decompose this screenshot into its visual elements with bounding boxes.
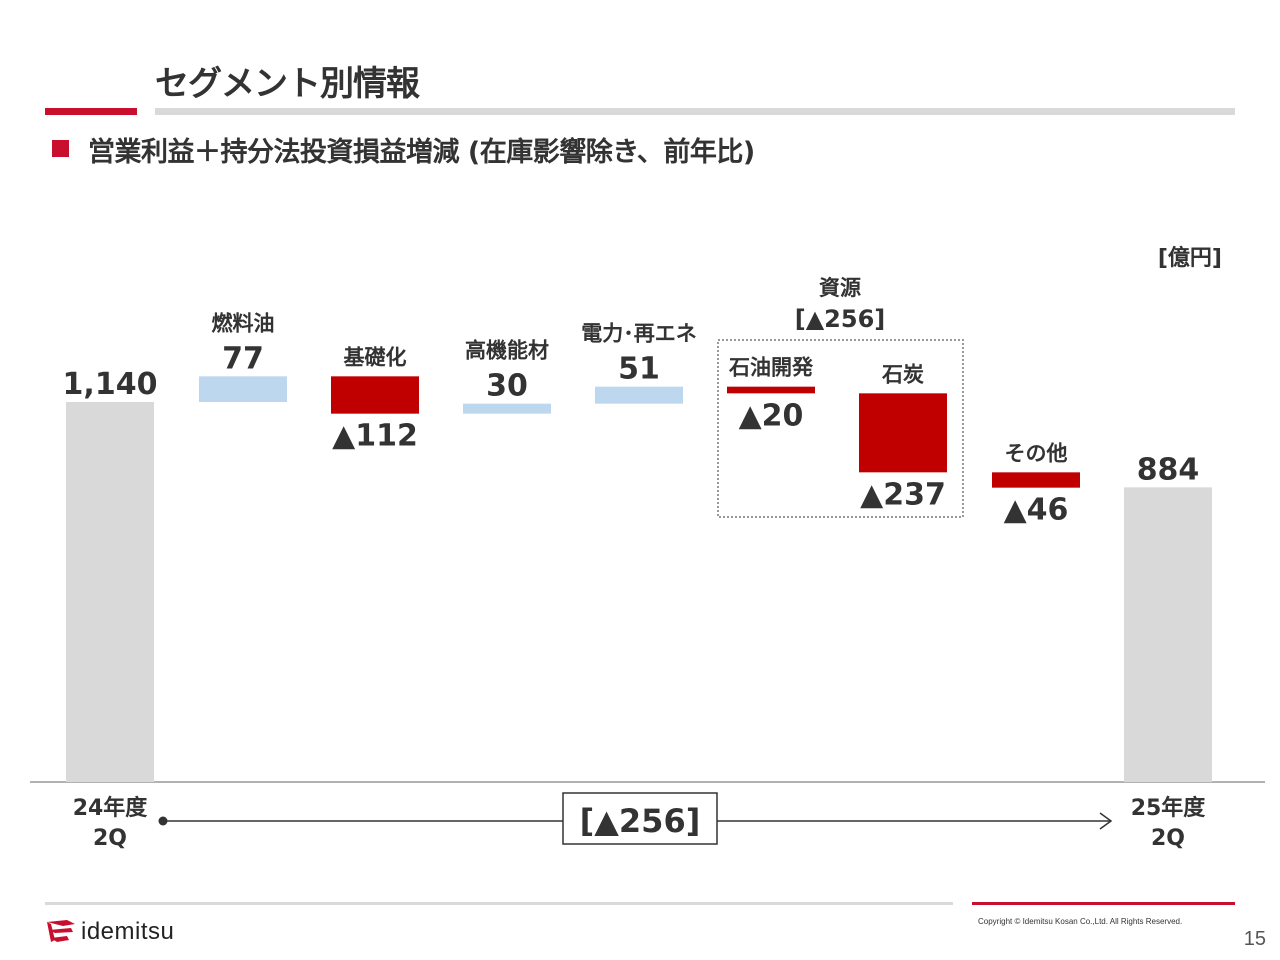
segment-name-label: 電力･再エネ [581,322,697,346]
delta-value-label: ▲20 [739,398,804,433]
copyright-text: Copyright © Idemitsu Kosan Co.,Ltd. All … [978,917,1183,926]
total-change-label: [▲256] [580,802,701,840]
total-category-label: 2Q [93,826,127,851]
decrease-bar [992,472,1080,488]
total-bar [66,402,154,782]
page-number: 15 [1243,928,1266,950]
total-bar [1124,487,1212,782]
group-value-label: [▲256] [795,305,886,333]
decrease-bar [727,386,815,394]
segment-name-label: 高機能材 [465,339,549,363]
increase-bar [199,376,287,402]
group-box [717,339,964,518]
total-category-label: 2Q [1151,826,1185,851]
footer-accent-line [972,902,1235,905]
total-value-label: 884 [1137,452,1200,487]
delta-value-label: ▲112 [332,419,418,454]
page-title: セグメント別情報 [155,64,420,104]
delta-value-label: ▲46 [1004,493,1069,528]
flame-logo-icon [47,920,75,942]
segment-name-label: 石油開発 [728,356,814,380]
delta-value-label: 51 [618,352,660,387]
increase-bar [595,386,683,404]
segment-name-label: 石炭 [881,362,924,386]
subtitle-bullet-icon [52,140,69,157]
group-name-label: 資源 [819,276,861,300]
increase-bar [463,403,551,414]
unit-label: [億円] [1157,246,1222,271]
footer-divider [45,902,953,905]
segment-name-label: 基礎化 [344,345,407,369]
delta-value-label: 77 [222,341,264,376]
decrease-bar [331,376,419,414]
total-category-label: 25年度 [1131,795,1207,821]
delta-value-label: ▲237 [860,477,946,512]
segment-name-label: その他 [1005,441,1068,465]
arrow-head-icon [1099,812,1113,830]
company-logo: idemitsu [45,912,174,952]
total-category-label: 24年度 [73,795,149,821]
chart-subtitle: 営業利益＋持分法投資損益増減 (在庫影響除き、前年比) [88,137,755,168]
delta-value-label: 30 [486,369,528,404]
title-divider [155,108,1235,115]
decrease-bar [859,393,947,473]
total-change-box [562,792,718,845]
logo-wordmark: idemitsu [81,918,175,945]
title-accent-line [45,108,137,115]
total-value-label: 1,140 [63,367,158,402]
segment-name-label: 燃料油 [212,311,275,335]
